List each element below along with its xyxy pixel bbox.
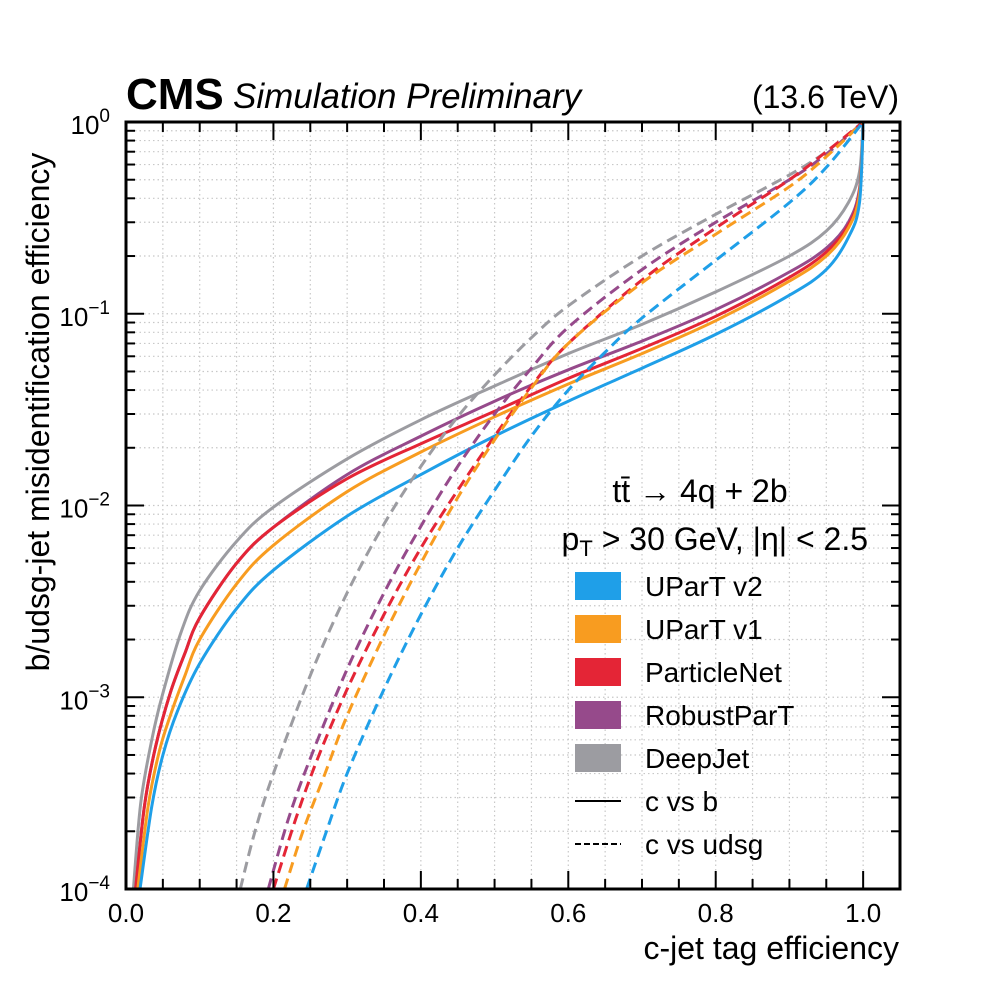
x-tick-label: 0.6 <box>550 898 586 928</box>
legend-swatch <box>575 572 621 600</box>
legend-entry: RobustParT <box>575 700 794 731</box>
legend-label: UParT v2 <box>645 571 763 602</box>
legend-swatch <box>575 744 621 772</box>
legend-entry: c vs udsg <box>575 829 763 860</box>
legend-swatch <box>575 701 621 729</box>
curve-robustpart-c-vs-udsg <box>266 122 865 889</box>
legend-entry: c vs b <box>575 786 718 817</box>
energy-label: (13.6 TeV) <box>752 79 899 115</box>
legend-label: c vs b <box>645 786 718 817</box>
y-tick-exponent: −2 <box>88 490 110 511</box>
y-tick-base: 10 <box>59 685 88 715</box>
legend-entry: DeepJet <box>575 743 750 774</box>
y-tick-base: 10 <box>59 494 88 524</box>
curve-upart-v2-c-vs-b <box>138 122 865 889</box>
y-axis-label: b/udsg-jet misidentification efficiency <box>20 153 56 672</box>
cuts-annotation: pT > 30 GeV, |η| < 2.5 <box>562 521 868 561</box>
cms-label: CMS <box>126 70 224 119</box>
x-tick-label: 1.0 <box>845 898 881 928</box>
process-annotation: tt̄ → 4q + 2b <box>612 473 787 509</box>
y-tick-base: 10 <box>59 302 88 332</box>
curve-particlenet-c-vs-udsg <box>271 122 865 889</box>
legend-label: UParT v1 <box>645 614 763 645</box>
x-tick-label: 0.8 <box>698 898 734 928</box>
cuts-subscript: T <box>579 536 592 561</box>
y-tick-exponent: −1 <box>88 298 110 319</box>
y-tick-label: 10−4 <box>59 873 110 907</box>
cuts-prefix: p <box>562 521 580 557</box>
y-tick-exponent: −3 <box>88 681 110 702</box>
y-tick-label: 100 <box>71 106 111 140</box>
curve-upart-v1-c-vs-b <box>136 122 865 889</box>
y-tick-exponent: 0 <box>99 106 110 127</box>
legend-label: c vs udsg <box>645 829 763 860</box>
curve-deepjet-c-vs-b <box>131 122 865 889</box>
x-tick-label: 0.0 <box>108 898 144 928</box>
x-tick-label: 0.4 <box>403 898 439 928</box>
legend-label: ParticleNet <box>645 657 782 688</box>
simulation-preliminary-label: Simulation Preliminary <box>233 77 584 116</box>
y-tick-exponent: −4 <box>88 873 110 894</box>
x-tick-label: 0.2 <box>255 898 291 928</box>
legend-entry: ParticleNet <box>575 657 782 688</box>
legend-label: RobustParT <box>645 700 794 731</box>
legend: UParT v2 UParT v1 ParticleNet RobustParT Dee… <box>575 571 794 860</box>
plot-frame <box>124 120 902 891</box>
x-axis-label: c-jet tag efficiency <box>643 930 899 966</box>
legend-entry: UParT v2 <box>575 571 763 602</box>
legend-entry: UParT v1 <box>575 614 763 645</box>
legend-swatch <box>575 615 621 643</box>
grid <box>126 122 900 889</box>
curves <box>131 122 865 889</box>
y-tick-label: 10−3 <box>59 681 110 715</box>
x-tick-labels: 0.0 0.2 0.4 0.6 0.8 1.0 <box>108 898 881 928</box>
curve-upart-v2-c-vs-udsg <box>305 122 865 889</box>
curve-deepjet-c-vs-udsg <box>238 122 865 889</box>
legend-label: DeepJet <box>645 743 750 774</box>
curve-particlenet-c-vs-b <box>134 122 865 889</box>
cuts-rest: > 30 GeV, |η| < 2.5 <box>593 521 868 557</box>
y-tick-base: 10 <box>59 877 88 907</box>
y-tick-label: 10−2 <box>59 490 110 524</box>
y-tick-base: 10 <box>71 110 100 140</box>
curve-upart-v1-c-vs-udsg <box>283 122 865 889</box>
y-tick-label: 10−1 <box>59 298 110 332</box>
legend-swatch <box>575 658 621 686</box>
